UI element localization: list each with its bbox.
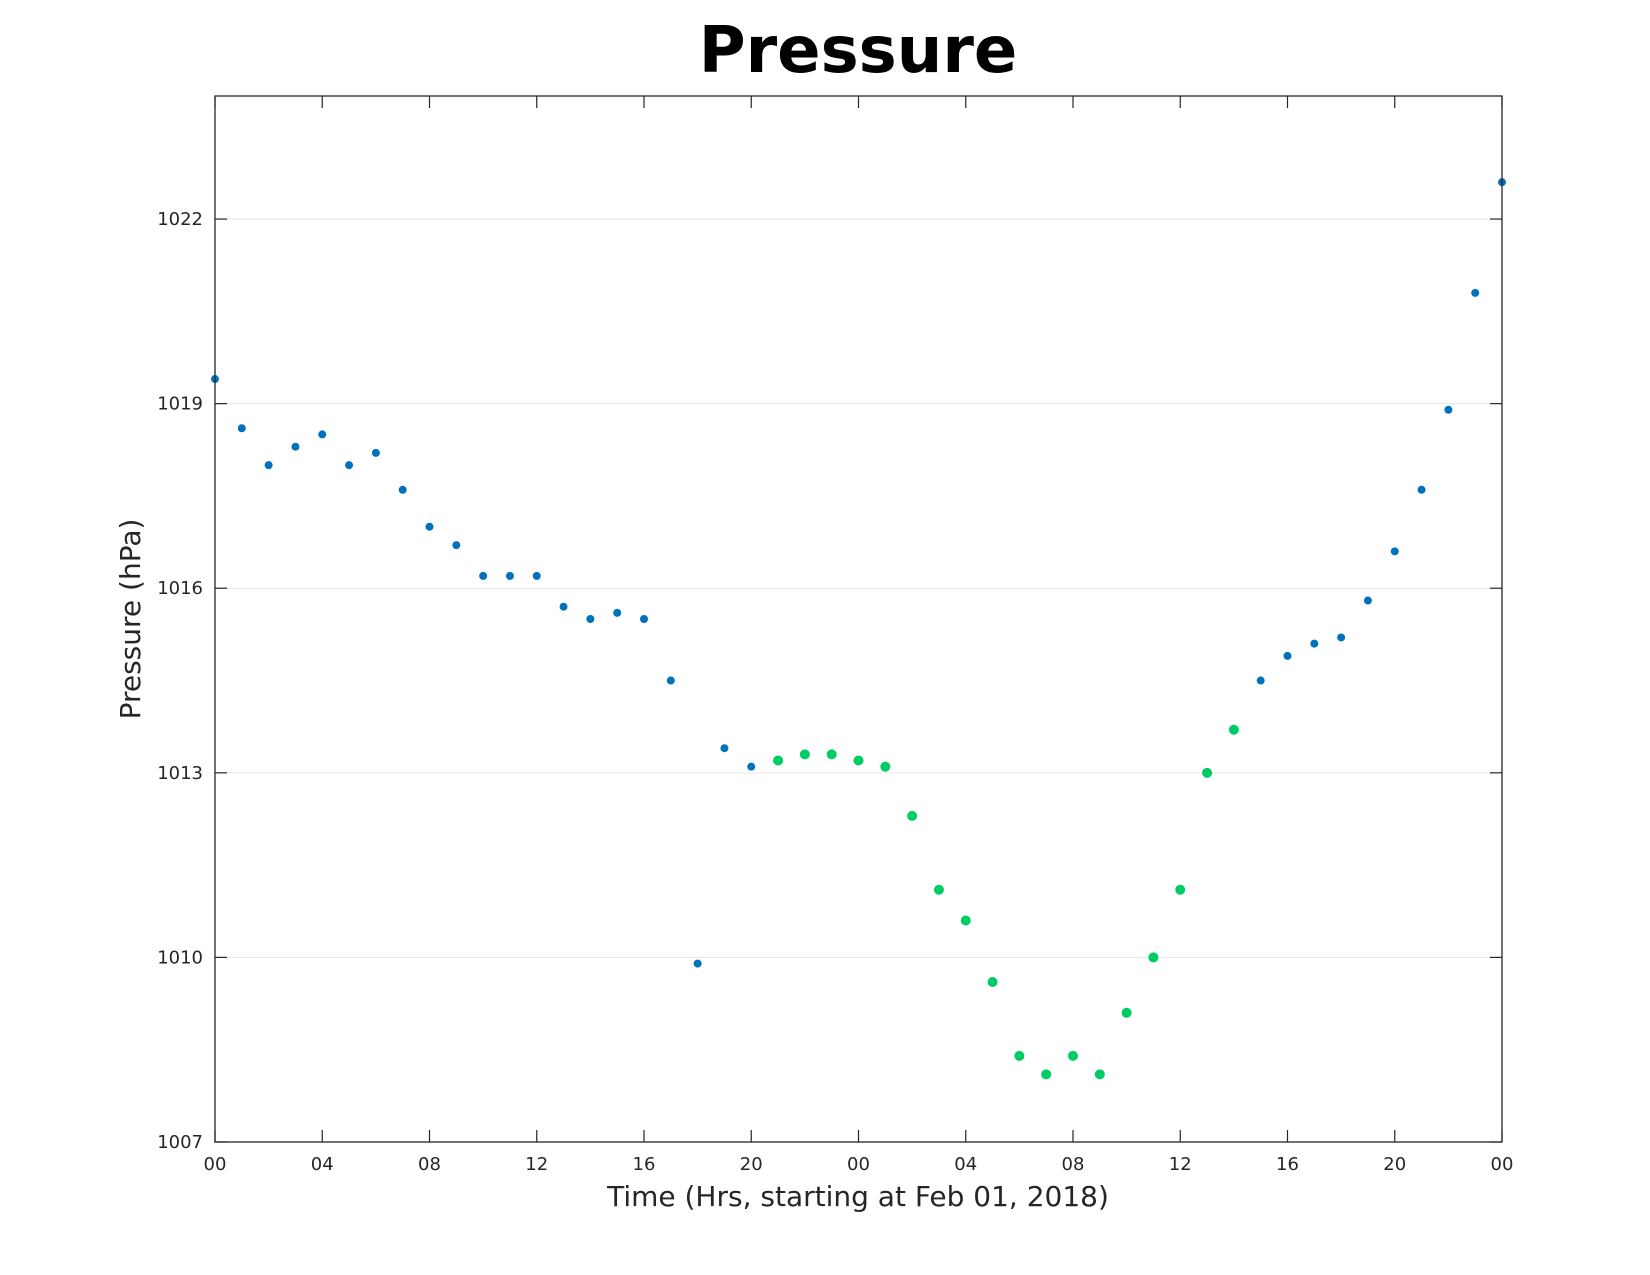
x-tick-label: 08 <box>1062 1154 1085 1175</box>
data-point <box>1068 1050 1078 1061</box>
data-point <box>1417 485 1426 494</box>
data-point <box>1283 651 1292 660</box>
data-point <box>826 749 837 760</box>
x-tick-label: 20 <box>740 1154 763 1175</box>
data-point <box>1337 633 1346 642</box>
x-tick-label: 16 <box>633 1154 656 1175</box>
y-tick-label: 1022 <box>157 209 203 230</box>
data-point <box>1041 1069 1052 1080</box>
data-point <box>264 461 273 470</box>
axis-ticks: 1007 1010 1013 1016 1019 1022 00 04 08 12 16 20 00 04… <box>157 96 1513 1175</box>
data-point <box>907 810 918 821</box>
data-point <box>559 602 568 611</box>
data-point <box>237 424 246 433</box>
data-point <box>933 884 944 895</box>
data-point <box>398 485 407 494</box>
data-point <box>1471 288 1480 297</box>
data-point <box>799 749 810 760</box>
y-tick-label: 1007 <box>157 1132 203 1153</box>
x-tick-label: 12 <box>1169 1154 1192 1175</box>
data-point <box>720 744 729 753</box>
data-point <box>291 442 300 451</box>
data-point <box>1310 639 1319 648</box>
x-tick-label: 04 <box>954 1154 977 1175</box>
data-point <box>1363 596 1372 605</box>
x-axis-label: Time (Hrs, starting at Feb 01, 2018) <box>606 1180 1109 1213</box>
y-tick-label: 1013 <box>157 763 203 784</box>
data-point <box>371 448 380 457</box>
data-point <box>666 676 675 685</box>
x-tick-label: 04 <box>311 1154 334 1175</box>
data-point <box>640 615 648 623</box>
data-point <box>479 571 488 580</box>
data-point <box>1256 676 1265 685</box>
x-tick-label: 00 <box>204 1154 227 1175</box>
data-point <box>1444 405 1453 414</box>
x-tick-label: 16 <box>1276 1154 1299 1175</box>
data-point <box>1014 1050 1025 1061</box>
data-point <box>1390 547 1399 556</box>
data-point <box>1228 724 1239 735</box>
y-axis-label: Pressure (hPa) <box>114 519 147 720</box>
y-tick-label: 1019 <box>157 394 203 415</box>
data-point <box>345 461 354 470</box>
data-point <box>452 541 461 550</box>
data-point <box>425 522 434 531</box>
x-tick-label: 00 <box>847 1154 870 1175</box>
y-tick-label: 1010 <box>157 947 203 968</box>
data-point <box>1121 1007 1132 1018</box>
data-point <box>987 977 998 988</box>
data-point <box>586 615 595 623</box>
data-point <box>693 959 702 968</box>
data-point <box>853 755 864 766</box>
data-point <box>505 571 514 580</box>
data-point <box>532 571 541 580</box>
data-point <box>1175 884 1186 895</box>
plot-background <box>215 96 1502 1142</box>
data-point <box>960 915 971 926</box>
data-point <box>318 430 327 439</box>
x-tick-label: 12 <box>525 1154 548 1175</box>
chart-title: Pressure <box>699 14 1018 88</box>
data-point <box>880 761 891 772</box>
x-tick-label: 08 <box>418 1154 441 1175</box>
data-point <box>1202 767 1213 778</box>
data-point <box>613 608 622 617</box>
data-point <box>747 762 756 771</box>
data-point <box>1094 1069 1105 1080</box>
x-tick-label: 00 <box>1491 1154 1514 1175</box>
grid-lines <box>215 218 1502 958</box>
y-tick-label: 1016 <box>157 578 203 599</box>
data-point <box>773 755 784 766</box>
data-point <box>1148 952 1159 963</box>
x-tick-label: 20 <box>1383 1154 1406 1175</box>
